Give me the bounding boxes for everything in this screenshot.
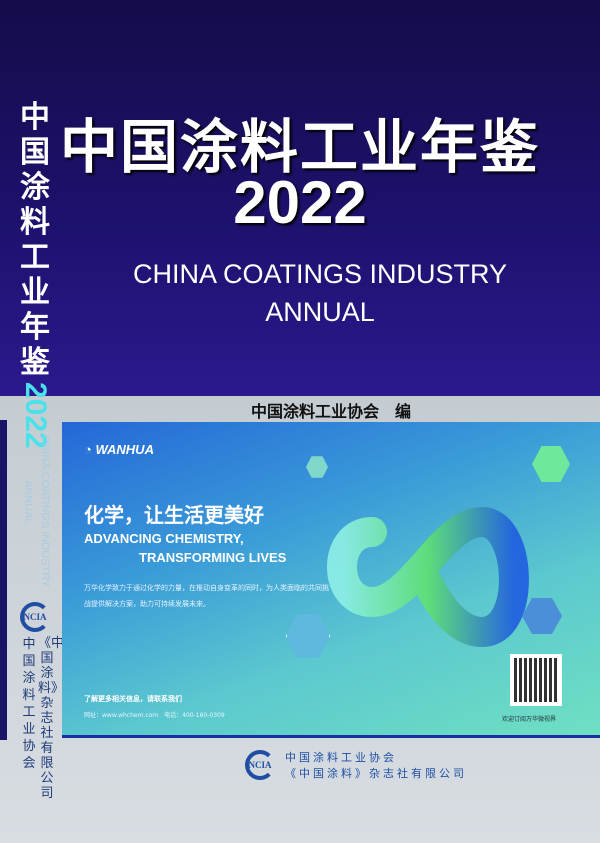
- wanhua-advertisement: ◔ WANHUA 化学，让生活更美好 ADVANCING CHEMISTRY, …: [62, 422, 600, 738]
- qr-code[interactable]: [510, 654, 562, 706]
- cover-title-en: CHINA COATINGS INDUSTRY ANNUAL: [100, 255, 540, 331]
- spine-title: 中国涂料工业年鉴: [20, 100, 50, 380]
- cover-top-band: [0, 0, 600, 396]
- infinity-graphic: [327, 506, 529, 648]
- brand-name: WANHUA: [95, 442, 154, 457]
- editor-credit: 中国涂料工业协会 编: [250, 402, 411, 421]
- footer-publisher-1: 中国涂料工业协会: [285, 751, 397, 764]
- ad-slogan: 化学，让生活更美好: [84, 503, 264, 527]
- footer-publisher-2: 《中国涂料》杂志社有限公司: [285, 767, 467, 780]
- spine-year: 2022: [19, 382, 52, 449]
- ncia-logo-icon: NCIA: [245, 750, 275, 780]
- ad-description: 万华化学致力于通过化学的力量，在推动自身变革的同时，为人类面临的共同挑战提供解决…: [84, 584, 329, 608]
- spine-title-en-line1: CHINA COATINGS INDUSTRY: [39, 435, 51, 588]
- cover-year: 2022: [233, 169, 367, 236]
- spine-title-en-line2: ANNUAL: [22, 480, 34, 525]
- ad-slogan-en-2: TRANSFORMING LIVES: [139, 550, 287, 565]
- spine-publisher-2: 《中国涂料》杂志社有限公司: [38, 636, 65, 801]
- cover-title-en-line2: ANNUAL: [265, 297, 375, 327]
- shield-hexagon-icon: [522, 598, 562, 634]
- ad-contact: 了解更多相关信息，请联系我们: [84, 695, 182, 703]
- footer-publishers: 中国涂料工业协会 《中国涂料》杂志社有限公司: [285, 750, 467, 782]
- ad-website: 网址：www.whchem.com 电话：400-160-0309: [84, 712, 225, 719]
- ncia-logo-icon: NCIA: [20, 602, 50, 632]
- qr-caption: 欢迎订阅万华微视界: [502, 716, 557, 723]
- spine-edge-strip: [0, 420, 7, 740]
- spine-publisher-1: 中国涂料工业协会: [22, 637, 36, 771]
- cover-title-en-line1: CHINA COATINGS INDUSTRY: [132, 259, 508, 289]
- hexagon-icon: [306, 456, 328, 478]
- cover-title-cn: 中国涂料工业年鉴: [59, 113, 540, 181]
- wanhua-logo: ◔ WANHUA: [84, 442, 154, 457]
- ad-slogan-en-1: ADVANCING CHEMISTRY,: [84, 531, 244, 546]
